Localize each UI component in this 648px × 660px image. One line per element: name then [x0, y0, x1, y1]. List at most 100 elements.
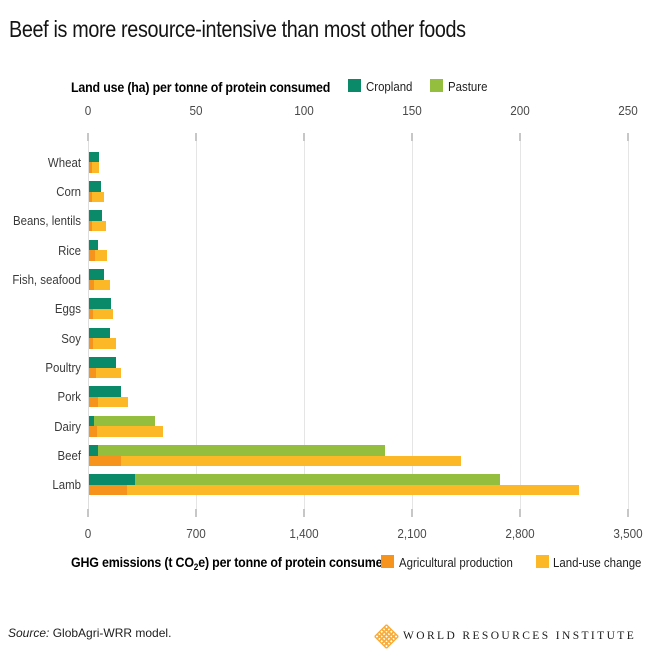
bar-agricultural-production: [89, 308, 93, 320]
category-label: Fish, seafood: [12, 272, 82, 288]
source-text: GlobAgri-WRR model.: [52, 626, 172, 640]
bar-agricultural-production: [89, 250, 96, 261]
bar-agricultural-production: [89, 367, 96, 378]
gridline: [303, 135, 305, 509]
legend-swatch-agricultural-production: [381, 555, 394, 568]
bar-land-use-change: [95, 250, 108, 261]
land-use-axis-tick-label: 0: [84, 103, 92, 118]
bar-cropland: [89, 151, 99, 163]
bar-cropland: [89, 386, 122, 397]
category-label: Beans, lentils: [12, 213, 82, 229]
bar-cropland: [89, 327, 111, 339]
legend-swatch-land-use-change: [536, 555, 549, 568]
land-use-axis-tick-label: 250: [618, 103, 638, 118]
category-label: Eggs: [54, 301, 81, 317]
land-use-axis-label: Land use (ha) per tonne of protein consu…: [71, 80, 331, 95]
category-label: Corn: [56, 184, 81, 200]
legend-swatch-cropland: [348, 79, 361, 92]
bar-land-use-change: [92, 308, 114, 320]
bar-land-use-change: [120, 455, 461, 466]
chart-title: Beef is more resource-intensive than mos…: [9, 16, 466, 42]
bar-agricultural-production: [89, 191, 92, 203]
ghg-axis-tick-label: 2,100: [397, 526, 427, 541]
category-label: Beef: [57, 448, 81, 463]
ghg-axis-label-part2: e) per tonne of protein consumed: [198, 555, 390, 570]
bar-pasture: [135, 474, 501, 485]
axis-tick-bottom: [627, 509, 629, 517]
bar-agricultural-production: [89, 220, 92, 232]
gridline: [519, 135, 521, 509]
bar-land-use-change: [96, 426, 164, 437]
category-label: Wheat: [47, 154, 81, 170]
bar-cropland: [89, 269, 104, 280]
bar-pasture: [93, 415, 155, 427]
land-use-axis-tick-label: 200: [510, 103, 530, 118]
axis-tick-top: [303, 133, 305, 141]
axis-tick-top: [411, 133, 413, 141]
bar-cropland: [89, 239, 99, 251]
bar-agricultural-production: [89, 279, 94, 291]
legend-swatch-pasture: [430, 79, 443, 92]
axis-tick-top: [519, 133, 521, 141]
legend-label-pasture: Pasture: [448, 79, 488, 94]
land-use-axis-tick-label: 150: [402, 103, 422, 118]
axis-tick-bottom: [411, 509, 413, 517]
axis-tick-bottom: [303, 509, 305, 517]
ghg-axis-label-part1: GHG emissions (t CO: [71, 555, 194, 570]
bar-pasture: [98, 445, 386, 456]
wri-logo-text: WORLD RESOURCES INSTITUTE: [403, 630, 637, 642]
axis-tick-top: [627, 133, 629, 141]
bar-cropland: [89, 474, 135, 485]
ghg-axis-label: GHG emissions (t CO2e) per tonne of prot…: [71, 555, 390, 572]
bar-cropland: [89, 210, 102, 221]
bar-cropland: [89, 445, 99, 456]
bar-land-use-change: [93, 338, 116, 349]
bar-land-use-change: [97, 396, 129, 408]
source-line: Source: GlobAgri-WRR model.: [8, 626, 171, 640]
bar-cropland: [89, 357, 116, 368]
legend-label-land-use-change: Land-use change: [553, 555, 642, 570]
bar-agricultural-production: [89, 338, 94, 349]
bar-agricultural-production: [89, 484, 127, 496]
wri-logo-icon: [374, 624, 399, 649]
bar-cropland: [89, 298, 112, 309]
category-label: Pork: [57, 389, 81, 405]
bar-cropland: [89, 181, 102, 192]
legend-label-agricultural-production: Agricultural production: [399, 555, 513, 570]
bar-land-use-change: [126, 484, 579, 496]
ghg-axis-tick-label: 700: [186, 526, 206, 541]
axis-tick-bottom: [87, 509, 89, 517]
gridline: [627, 135, 629, 509]
ghg-axis-label-subscript: 2: [193, 562, 199, 572]
axis-tick-bottom: [195, 509, 197, 517]
bar-land-use-change: [91, 162, 100, 173]
ghg-axis-tick-label: 1,400: [289, 526, 319, 541]
category-label: Poultry: [45, 360, 81, 375]
bar-agricultural-production: [89, 455, 121, 466]
bar-agricultural-production: [89, 162, 92, 173]
ghg-axis-tick-label: 2,800: [505, 526, 535, 541]
category-label: Dairy: [54, 418, 81, 434]
gridline: [195, 135, 197, 509]
bar-land-use-change: [93, 279, 111, 291]
axis-tick-top: [195, 133, 197, 141]
gridline: [87, 135, 89, 509]
bar-land-use-change: [91, 191, 104, 203]
ghg-axis-tick-label: 3,500: [613, 526, 643, 541]
axis-tick-bottom: [519, 509, 521, 517]
land-use-axis-tick-label: 50: [189, 103, 203, 118]
bar-agricultural-production: [89, 426, 97, 437]
bar-land-use-change: [95, 367, 122, 378]
category-label: Lamb: [52, 477, 81, 493]
axis-tick-top: [87, 133, 89, 141]
bar-cropland: [89, 415, 94, 427]
bar-agricultural-production: [89, 396, 98, 408]
gridline: [411, 135, 413, 509]
land-use-axis-tick-label: 100: [294, 103, 314, 118]
source-prefix: Source:: [8, 626, 50, 640]
legend-label-cropland: Cropland: [366, 79, 413, 94]
category-label: Soy: [61, 330, 81, 346]
bar-land-use-change: [91, 220, 106, 232]
